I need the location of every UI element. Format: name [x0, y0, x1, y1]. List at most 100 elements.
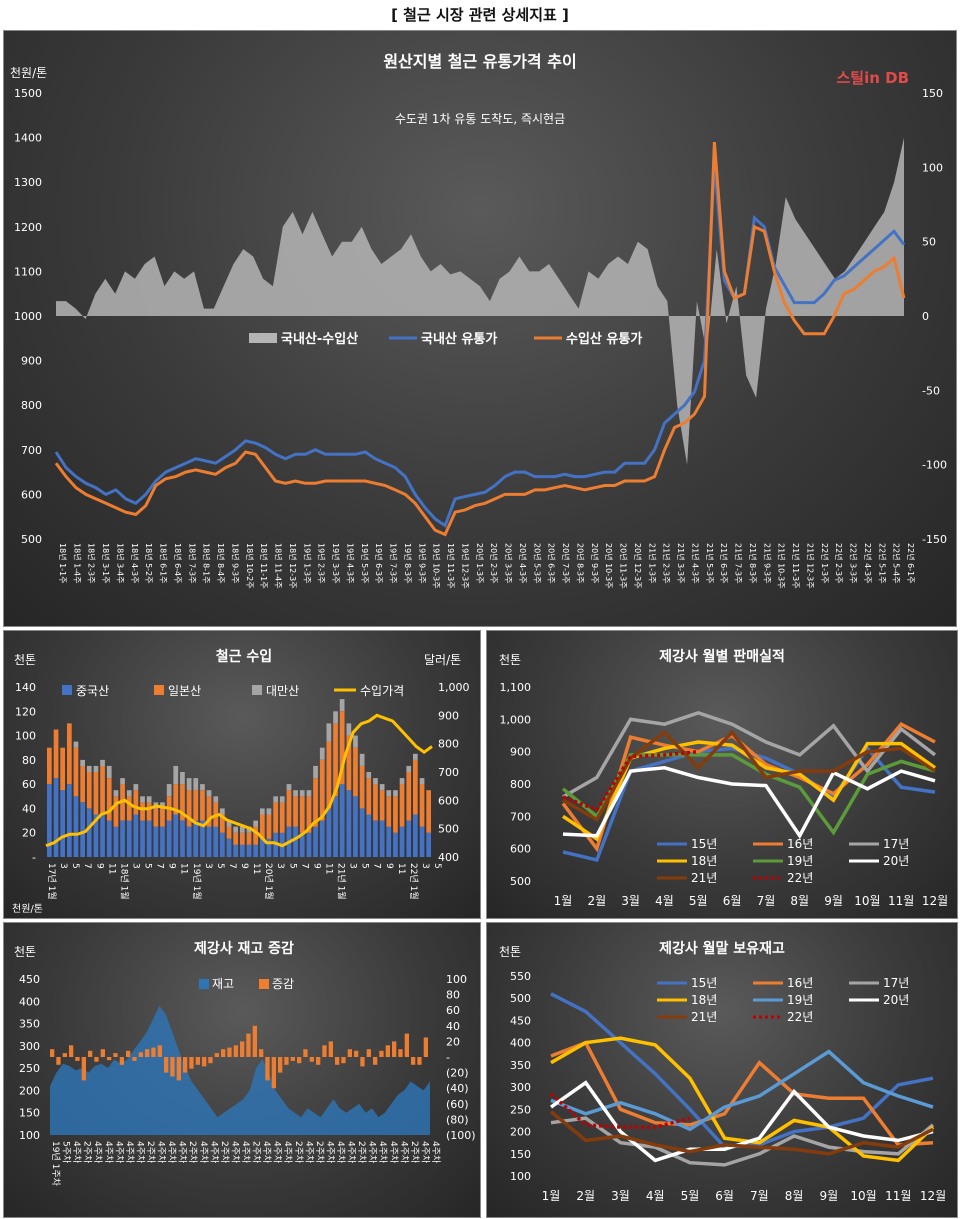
rebar-import-chart: 철근 수입 천톤 달러/톤 - 20 40 60 80 100 120 140 400 500 600 70… [12, 649, 470, 915]
bar-taiwan [346, 723, 352, 736]
bar-change [303, 1049, 308, 1057]
y2-tick-label: -50 [922, 384, 940, 397]
y-tick-label: 250 [510, 1103, 531, 1116]
x-tick-label: 4주차 [124, 1141, 136, 1164]
bottom-label: 천원/톤 [12, 903, 43, 915]
x-tick-label: 18년 4-3주 [130, 543, 140, 584]
bar-taiwan [73, 741, 79, 748]
y-tick-label: 400 [19, 995, 40, 1008]
y-tick-label: 800 [510, 778, 531, 791]
x-tick-label: 1월 [542, 1189, 561, 1203]
bar-change [170, 1057, 175, 1077]
bar-china [386, 826, 392, 857]
x-tick-label: 10월 [850, 1189, 876, 1203]
bar-china [100, 814, 105, 857]
bar-japan [206, 796, 212, 827]
x-tick-label: 19년 6-3주 [374, 543, 384, 584]
bar-japan [386, 796, 392, 827]
bar-taiwan [399, 778, 405, 785]
x-tick-label: 21년 7-3주 [734, 543, 744, 584]
bar-china [173, 814, 179, 857]
x-tick-label: 6월 [715, 1189, 734, 1203]
x-tick-label: 8월 [790, 894, 809, 908]
x-tick-label: 3월 [611, 1189, 630, 1203]
x-tick-label: 4주차 [398, 1141, 410, 1164]
bar-change [392, 1041, 397, 1057]
x-tick-label: 20년 12-3주 [633, 543, 643, 589]
x-tick-label: 19년 12-3주 [460, 543, 470, 589]
y2-tick-label: 40 [446, 1020, 460, 1033]
y-tick-label: 20 [22, 827, 36, 840]
y2-tick-label: 0 [922, 310, 929, 323]
bar-china [346, 790, 352, 857]
bar-japan [180, 784, 185, 821]
bar-change [208, 1057, 213, 1064]
bar-china [220, 832, 225, 857]
month-end-inventory-chart: 제강사 월말 보유재고 천톤 100 150 200 250 300 350 400 450 500… [499, 940, 946, 1203]
bar-change [62, 1053, 67, 1057]
x-tick-label: 4주차 [177, 1141, 189, 1164]
chart-panel-rebar-import: 철근 수입 천톤 달러/톤 - 20 40 60 80 100 120 140 400 500 600 70… [3, 630, 481, 919]
x-tick-label: 11월 [888, 894, 914, 908]
y2-tick-label: 50 [922, 236, 936, 249]
line-series-import-price [45, 713, 433, 848]
x-tick-label: 1월 [554, 894, 573, 908]
x-tick-label: 20년 1월 [263, 863, 275, 900]
legend-label: 15년 [691, 837, 717, 851]
y-tick-label: 1200 [14, 221, 42, 234]
bar-taiwan [80, 759, 85, 766]
chart-title: 제강사 월말 보유재고 [659, 940, 785, 957]
y-axis-label: 천톤 [499, 944, 521, 959]
bar-china [339, 784, 345, 857]
y2-tick-label: 700 [438, 766, 459, 779]
x-tick-label: 4주차 [92, 1141, 104, 1164]
bar-taiwan [160, 802, 165, 809]
bar-japan [53, 729, 59, 779]
legend-label: 수입가격 [360, 684, 404, 698]
x-tick-label: 21년 1월 [336, 863, 348, 900]
x-tick-label: 21년 10-3주 [777, 543, 787, 589]
y-tick-label: 900 [21, 355, 42, 368]
bar-taiwan [133, 784, 139, 791]
bar-japan [86, 772, 92, 809]
bar-china [67, 784, 72, 857]
legend-swatch [199, 979, 209, 989]
y-tick-label: 150 [19, 1107, 40, 1120]
x-tick-label: 18년 3-1주 [101, 543, 111, 584]
bar-japan [293, 796, 298, 827]
bar-change [411, 1057, 416, 1065]
x-tick-label: 4주차 [103, 1141, 115, 1164]
y2-tick-label: 400 [438, 851, 459, 864]
legend-label: 21년 [691, 871, 717, 885]
bar-china [73, 796, 79, 857]
y-tick-label: 1000 [14, 310, 42, 323]
line-series-22년 [549, 1092, 691, 1129]
y-tick-label: 350 [510, 1059, 531, 1072]
x-tick-label: 19년 2-3주 [317, 543, 327, 584]
bar-china [166, 820, 172, 857]
bar-change [94, 1057, 99, 1062]
bar-china [200, 820, 205, 857]
bar-japan [273, 802, 278, 833]
bar-china [393, 832, 398, 857]
legend-label: 19년 [787, 854, 813, 868]
y-tick-label: 100 [19, 1129, 40, 1142]
x-tick-label: 11 [179, 863, 189, 874]
y-axis-label: 천톤 [14, 944, 36, 959]
bar-taiwan [379, 784, 385, 791]
bar-japan [286, 790, 292, 827]
bar-china [260, 838, 265, 857]
x-tick-label: 18년 9-3주 [230, 543, 240, 584]
bar-japan [399, 784, 405, 827]
y2-axis-label: 달러/톤 [424, 653, 461, 667]
bar-taiwan [339, 699, 345, 712]
bar-change [189, 1057, 194, 1069]
bar-taiwan [206, 790, 212, 797]
bar-change [214, 1053, 219, 1057]
line-series-domestic-price [54, 164, 906, 528]
x-tick-label: 7 [372, 863, 382, 869]
y-tick-label: 80 [22, 754, 36, 767]
bar-china [326, 808, 332, 857]
bar-change [328, 1041, 333, 1057]
x-tick-label: 4주차 [261, 1141, 273, 1164]
